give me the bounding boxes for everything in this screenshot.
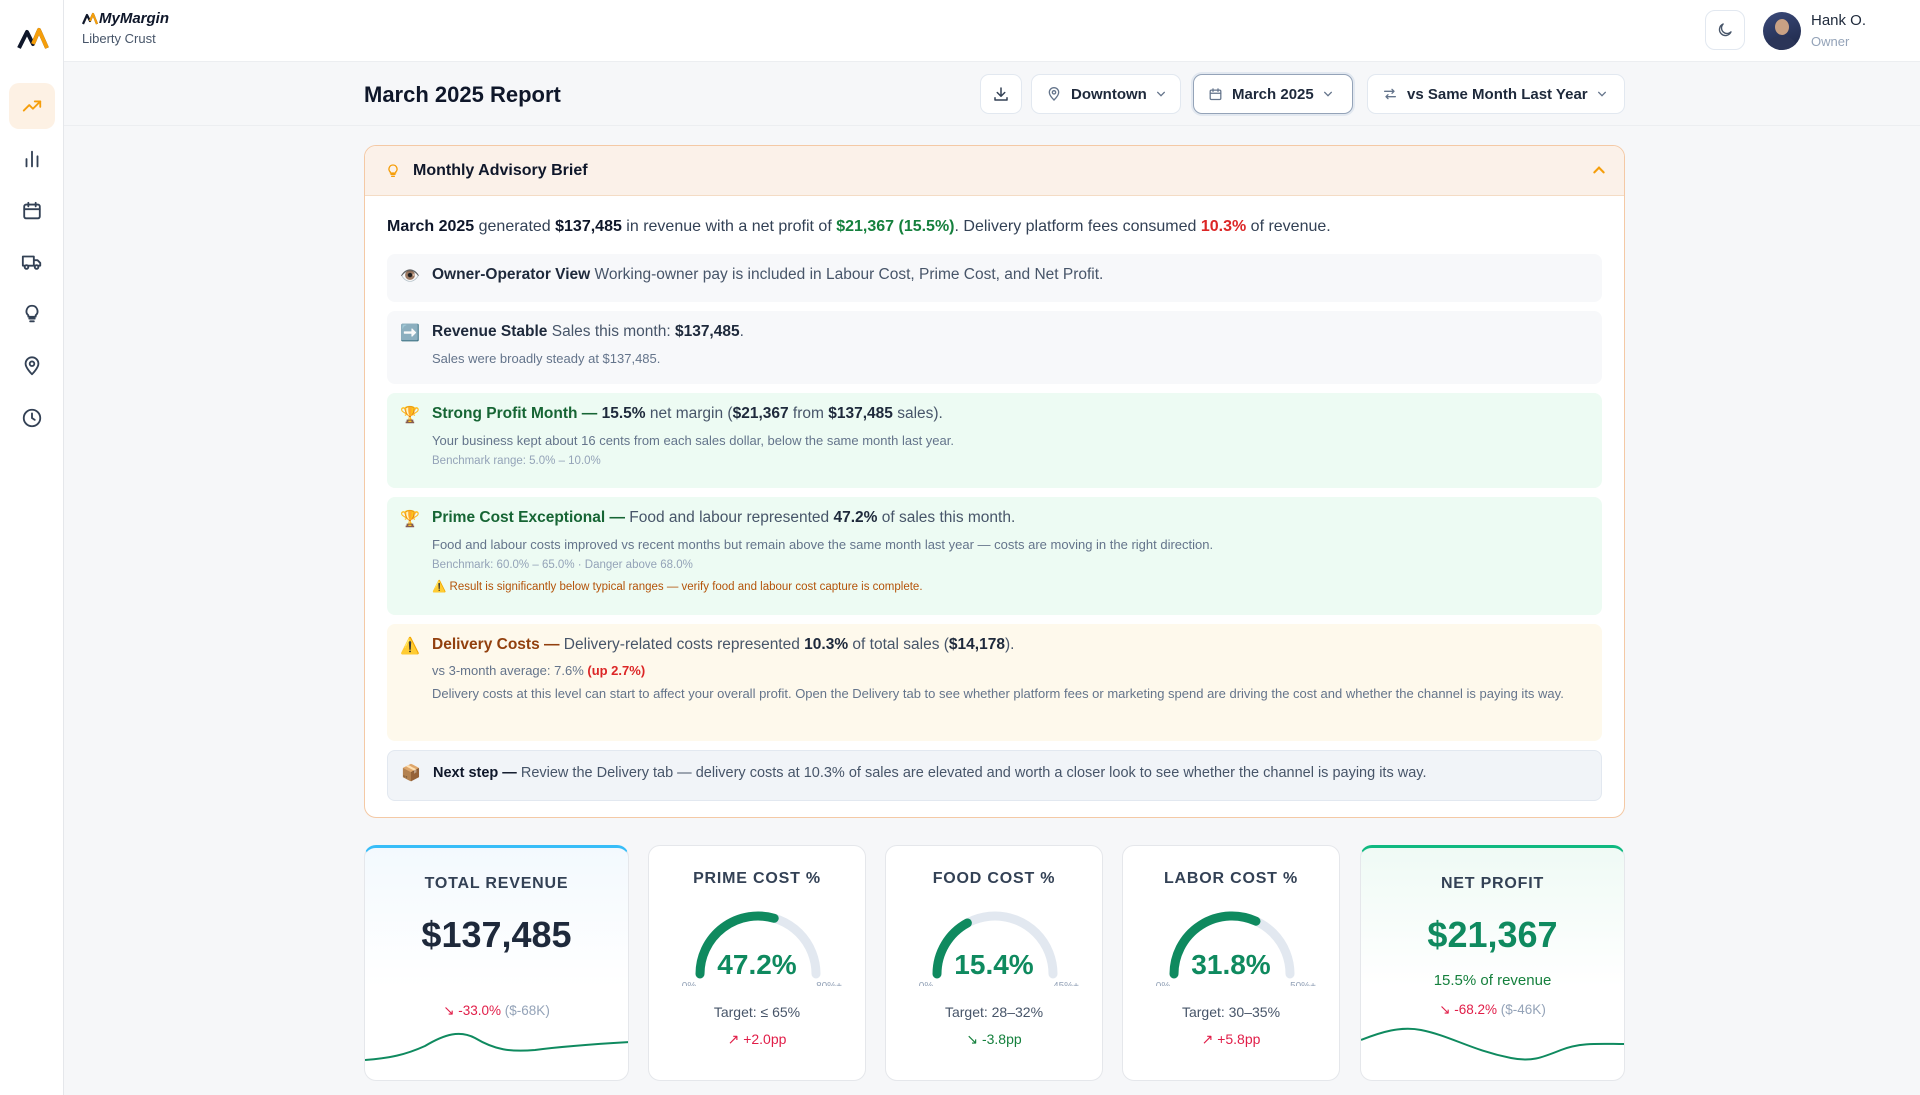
brand-logo-icon xyxy=(82,12,98,25)
warning-icon: ⚠️ xyxy=(400,638,420,655)
gauge-max-label: 50%+ xyxy=(1290,981,1316,986)
location-value: Downtown xyxy=(1071,85,1147,103)
brand-name: MyMargin xyxy=(99,10,170,27)
clock-icon xyxy=(22,408,42,428)
report-header: March 2025 Report Downtown March 2025 vs… xyxy=(64,62,1920,126)
gauge-value: 47.2% xyxy=(717,949,797,980)
sidebar xyxy=(0,0,64,1095)
calendar-icon xyxy=(1209,87,1222,100)
kpi-label: LABOR COST % xyxy=(1163,870,1299,887)
chevron-down-icon xyxy=(1156,91,1165,97)
theme-toggle-button[interactable] xyxy=(1705,10,1745,50)
gauge-min-label: 0% xyxy=(1156,981,1171,986)
insight-delivery: ⚠️ Delivery Costs — Delivery-related cos… xyxy=(387,624,1602,741)
kpi-labor-cost[interactable]: LABOR COST % 0% 50%+ 31.8% Target: 30–35%… xyxy=(1122,845,1340,1081)
sidebar-item-history[interactable] xyxy=(9,395,55,441)
sidebar-item-insights[interactable] xyxy=(9,291,55,337)
gauge-fill xyxy=(1169,911,1261,979)
bar-chart-icon xyxy=(25,150,39,168)
trending-up-icon xyxy=(22,100,42,112)
gauge-min-label: 0% xyxy=(919,981,934,986)
kpi-label: PRIME COST % xyxy=(693,870,821,887)
month-select[interactable]: March 2025 xyxy=(1193,74,1353,114)
trophy-icon: 🏆 xyxy=(400,407,420,424)
sidebar-item-delivery[interactable] xyxy=(9,239,55,285)
package-icon: 📦 xyxy=(401,765,421,782)
advisory-brief: Monthly Advisory Brief March 2025 genera… xyxy=(364,145,1625,818)
kpi-value: $21,367 xyxy=(1427,914,1558,955)
insight-next-step: 📦 Next step — Review the Delivery tab — … xyxy=(387,750,1602,801)
trophy-icon: 🏆 xyxy=(400,511,420,528)
truck-icon xyxy=(21,255,42,270)
eye-icon: 👁️ xyxy=(400,268,420,285)
advisory-title: Monthly Advisory Brief xyxy=(413,161,588,179)
gauge-fill xyxy=(695,911,779,979)
sidebar-item-calendar[interactable] xyxy=(9,188,55,234)
kpi-label: TOTAL REVENUE xyxy=(424,875,569,892)
user-name[interactable]: Hank O. xyxy=(1811,12,1867,29)
gauge-value: 31.8% xyxy=(1191,949,1271,980)
moon-icon xyxy=(1718,23,1732,37)
kpi-delta: ↗ +2.0pp xyxy=(727,1031,787,1047)
insight-profit: 🏆 Strong Profit Month — 15.5% net margin… xyxy=(387,393,1602,488)
kpi-subtitle: 15.5% of revenue xyxy=(1433,972,1552,989)
kpi-target: Target: 28–32% xyxy=(944,1004,1044,1020)
kpi-total-revenue[interactable]: TOTAL REVENUE $137,485 ↘ -33.0% ($-68K) xyxy=(364,845,629,1081)
sidebar-item-trends[interactable] xyxy=(9,83,55,129)
kpi-delta: ↗ +5.8pp xyxy=(1201,1031,1261,1047)
kpi-food-cost[interactable]: FOOD COST % 0%45%+ 15.4% Target: 28–32% … xyxy=(885,845,1103,1081)
kpi-delta: ↘ -3.8pp xyxy=(966,1031,1022,1047)
insight-owner-view: 👁️ Owner-Operator View Working-owner pay… xyxy=(387,254,1602,302)
export-button[interactable] xyxy=(980,74,1022,114)
chevron-up-icon[interactable] xyxy=(1592,163,1606,177)
gauge-value: 15.4% xyxy=(954,949,1034,980)
labor-cost-gauge: 0% 50%+ xyxy=(1156,911,1316,986)
food-cost-gauge: 0% 45%+ xyxy=(919,911,1079,986)
insight-revenue: ➡️ Revenue Stable Sales this month: $137… xyxy=(387,311,1602,384)
advisory-header[interactable]: Monthly Advisory Brief xyxy=(365,146,1624,196)
app-logo-icon[interactable] xyxy=(17,24,49,52)
gauge-fill xyxy=(932,918,972,979)
kpi-delta: ↘ -68.2% ($-46K) xyxy=(1439,1002,1546,1017)
prime-cost-gauge: 0% 80%+ xyxy=(682,911,842,986)
top-bar: MyMargin Liberty Crust Hank O. Owner xyxy=(64,0,1920,62)
user-role: Owner xyxy=(1811,34,1850,49)
comparison-value: vs Same Month Last Year xyxy=(1407,85,1588,103)
map-pin-icon xyxy=(1048,87,1060,101)
calendar-icon xyxy=(23,201,41,220)
restaurant-name: Liberty Crust xyxy=(82,31,156,46)
kpi-value: $137,485 xyxy=(421,914,572,955)
swap-arrows-icon xyxy=(1384,88,1396,100)
chevron-down-icon xyxy=(1597,91,1606,97)
sidebar-item-analytics[interactable] xyxy=(9,136,55,182)
page-title: March 2025 Report xyxy=(364,82,561,107)
kpi-net-profit[interactable]: NET PROFIT $21,367 15.5% of revenue ↘ -6… xyxy=(1360,845,1625,1081)
arrow-right-icon: ➡️ xyxy=(400,325,420,342)
avatar[interactable] xyxy=(1763,12,1801,50)
gauge-max-label: 45%+ xyxy=(1053,981,1079,986)
chevron-down-icon xyxy=(1323,91,1332,97)
location-select[interactable]: Downtown xyxy=(1031,74,1181,114)
month-value: March 2025 xyxy=(1232,85,1314,103)
insight-prime-cost: 🏆 Prime Cost Exceptional — Food and labo… xyxy=(387,497,1602,615)
kpi-target: Target: ≤ 65% xyxy=(713,1004,801,1020)
gauge-min-label: 0% xyxy=(682,981,697,986)
download-icon xyxy=(994,87,1008,101)
advisory-summary: March 2025 generated $137,485 in revenue… xyxy=(387,218,1331,235)
kpi-label: FOOD COST % xyxy=(932,870,1056,887)
kpi-delta: ↘ -33.0% ($-68K) xyxy=(443,1003,550,1018)
profit-sparkline xyxy=(1361,1027,1624,1061)
comparison-select[interactable]: vs Same Month Last Year xyxy=(1367,74,1625,114)
lightbulb-icon xyxy=(25,304,39,323)
gauge-max-label: 80%+ xyxy=(816,981,842,986)
revenue-sparkline xyxy=(365,1032,628,1061)
kpi-target: Target: 30–35% xyxy=(1181,1004,1281,1020)
lightbulb-icon xyxy=(388,163,398,177)
brand[interactable]: MyMargin Liberty Crust xyxy=(82,10,169,46)
map-pin-icon xyxy=(24,356,40,376)
kpi-label: NET PROFIT xyxy=(1440,875,1545,892)
kpi-prime-cost[interactable]: PRIME COST % 0%80%+ 47.2% Target: ≤ 65% … xyxy=(648,845,866,1081)
sidebar-item-locations[interactable] xyxy=(9,343,55,389)
